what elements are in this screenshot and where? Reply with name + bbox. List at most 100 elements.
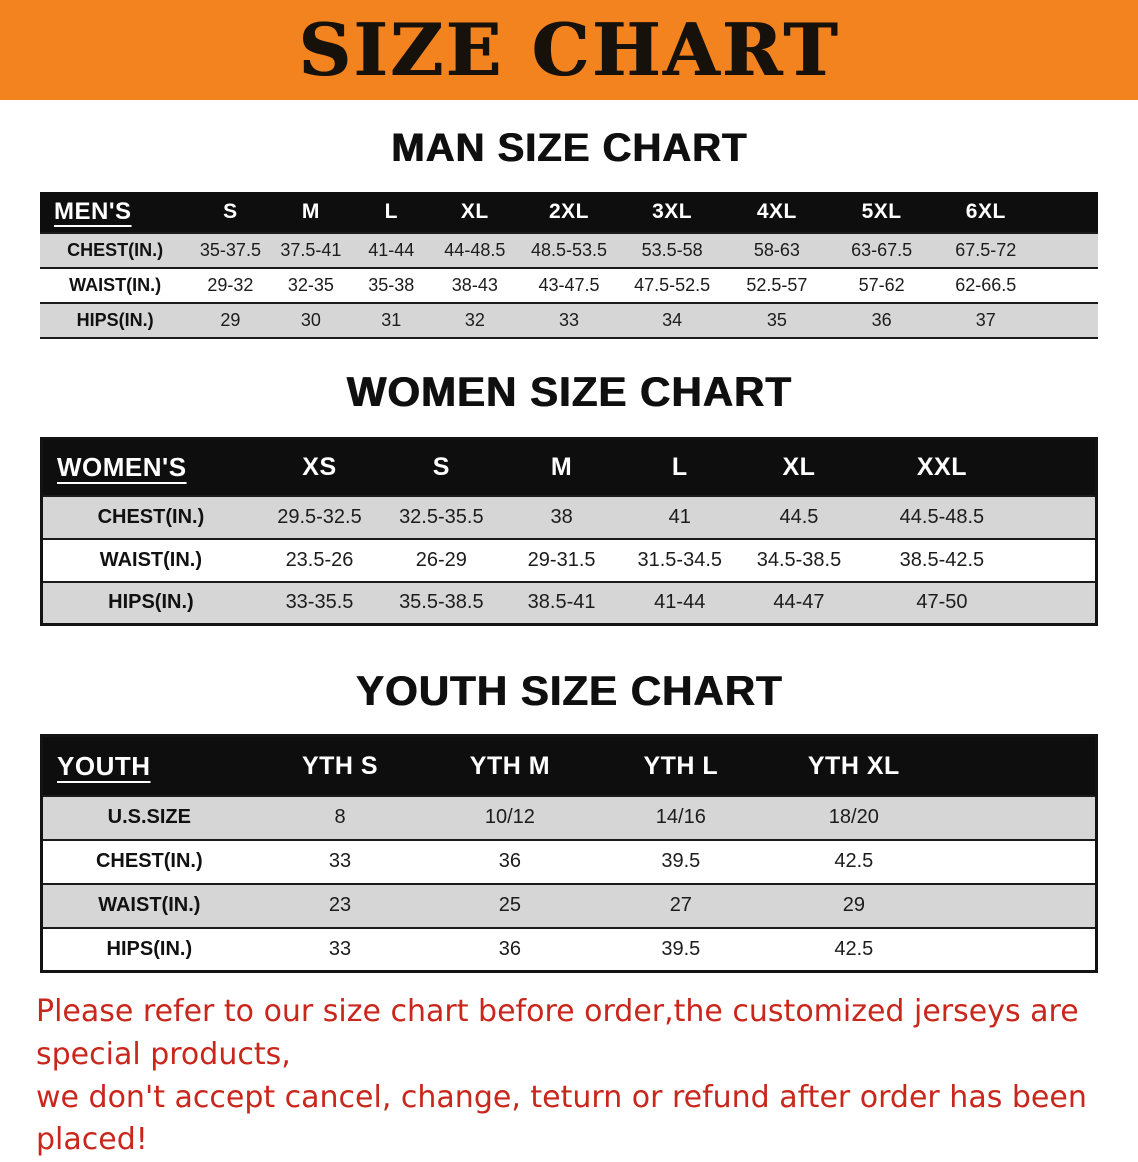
column-header: 6XL [933,192,1038,233]
row-label-cell: WAIST(IN.) [40,267,191,303]
value-cell: 39.5 [595,838,767,884]
column-header: L [351,192,432,233]
value-cell: 67.5-72 [933,232,1038,268]
row-label-cell: CHEST(IN.) [40,232,191,268]
value-cell: 43-47.5 [518,267,620,303]
value-cell: 29-32 [190,267,271,303]
value-cell: 32-35 [270,267,352,303]
value-cell: 29 [190,302,271,339]
value-cell: 41 [620,494,739,539]
disclaimer-line-1: Please refer to our size chart before or… [36,994,1079,1072]
filler-cell [1024,494,1097,539]
value-cell: 38 [502,494,621,539]
value-cell: 42.5 [766,926,942,972]
filler-cell [1024,537,1097,582]
table-row: CHEST(IN.) 33 36 39.5 42.5 [41,838,1097,884]
value-cell: 44-47 [738,580,860,625]
column-header: M [502,438,621,496]
value-cell: 48.5-53.5 [518,232,620,268]
table-row: U.S.SIZE 8 10/12 14/16 18/20 [41,794,1097,840]
filler-cell [1037,232,1098,268]
table-row: CHEST(IN.) 29.5-32.5 32.5-35.5 38 41 44.5 44.5… [41,494,1097,539]
value-cell: 37.5-41 [270,232,352,268]
value-cell: 35-38 [351,267,432,303]
youth-size-table: YOUTH YTH S YTH M YTH L YTH XL U.S.SIZE 8 10/12… [40,734,1098,974]
table-title-header: MEN'S [40,192,191,233]
table-row: HIPS(IN.) 33 36 39.5 42.5 [41,926,1097,972]
disclaimer: Please refer to our size chart before or… [0,991,1138,1161]
value-cell: 44.5 [738,494,860,539]
column-header: 5XL [829,192,934,233]
disclaimer-line-2: we don't accept cancel, change, teturn o… [36,1079,1087,1158]
table-title-header: YOUTH [41,735,256,796]
value-cell: 26-29 [380,537,503,582]
value-cell: 31.5-34.5 [620,537,739,582]
man-size-chart-heading: MAN SIZE CHART [390,126,748,170]
column-header: S [190,192,271,233]
column-header: YTH XL [766,735,942,796]
value-cell: 38.5-42.5 [859,537,1025,582]
value-cell: 58-63 [724,232,830,268]
value-cell: 35-37.5 [190,232,271,268]
column-header: YTH L [595,735,767,796]
filler-cell [1037,192,1098,233]
column-header: YTH M [424,735,596,796]
value-cell: 31 [351,302,432,339]
size-chart-banner: SIZE CHART [0,0,1138,100]
filler-cell [1037,302,1098,339]
column-header: XS [258,438,381,496]
column-header: YTH S [255,735,425,796]
men-size-table: MEN'S S M L XL 2XL 3XL 4XL 5XL 6XL CHEST(IN.) 35-37… [40,192,1098,339]
value-cell: 35 [724,302,830,339]
value-cell: 33 [518,302,620,339]
table-title-header: WOMEN'S [41,438,259,496]
value-cell: 36 [424,838,596,884]
value-cell: 8 [255,794,425,840]
value-cell: 10/12 [424,794,596,840]
men-size-table-wrapper: MEN'S S M L XL 2XL 3XL 4XL 5XL 6XL CHEST(IN.) 35-37… [0,192,1138,339]
table-header-row: YOUTH YTH S YTH M YTH L YTH XL [41,735,1097,796]
value-cell: 29.5-32.5 [258,494,381,539]
table-header-row: WOMEN'S XS S M L XL XXL [41,438,1097,496]
value-cell: 47.5-52.5 [619,267,725,303]
value-cell: 36 [829,302,934,339]
value-cell: 53.5-58 [619,232,725,268]
column-header: 3XL [619,192,725,233]
column-header: XL [738,438,860,496]
value-cell: 41-44 [351,232,432,268]
value-cell: 32 [431,302,519,339]
value-cell: 38-43 [431,267,519,303]
row-label-cell: HIPS(IN.) [40,302,191,339]
row-label-cell: CHEST(IN.) [41,494,259,539]
value-cell: 32.5-35.5 [380,494,503,539]
value-cell: 25 [424,882,596,928]
value-cell: 33-35.5 [258,580,381,625]
table-row: WAIST(IN.) 23.5-26 26-29 29-31.5 31.5-34.5 34… [41,537,1097,582]
youth-size-table-wrapper: YOUTH YTH S YTH M YTH L YTH XL U.S.SIZE 8 10/12… [0,734,1138,974]
column-header: XXL [859,438,1025,496]
filler-cell [1037,267,1098,303]
filler-cell [1024,580,1097,625]
value-cell: 38.5-41 [502,580,621,625]
size-chart-title: SIZE CHART [298,7,840,92]
value-cell: 57-62 [829,267,934,303]
value-cell: 63-67.5 [829,232,934,268]
filler-cell [941,735,1097,796]
women-size-chart-heading: WOMEN SIZE CHART [346,368,792,415]
value-cell: 33 [255,926,425,972]
value-cell: 34.5-38.5 [738,537,860,582]
column-header: 2XL [518,192,620,233]
value-cell: 47-50 [859,580,1025,625]
filler-cell [1024,438,1097,496]
row-label-cell: WAIST(IN.) [41,882,256,928]
value-cell: 44.5-48.5 [859,494,1025,539]
table-row: WAIST(IN.) 23 25 27 29 [41,882,1097,928]
value-cell: 29-31.5 [502,537,621,582]
filler-cell [941,882,1097,928]
value-cell: 62-66.5 [933,267,1038,303]
table-row: HIPS(IN.) 33-35.5 35.5-38.5 38.5-41 41-44 44-… [41,580,1097,625]
column-header: M [270,192,352,233]
row-label-cell: HIPS(IN.) [41,926,256,972]
value-cell: 29 [766,882,942,928]
value-cell: 33 [255,838,425,884]
